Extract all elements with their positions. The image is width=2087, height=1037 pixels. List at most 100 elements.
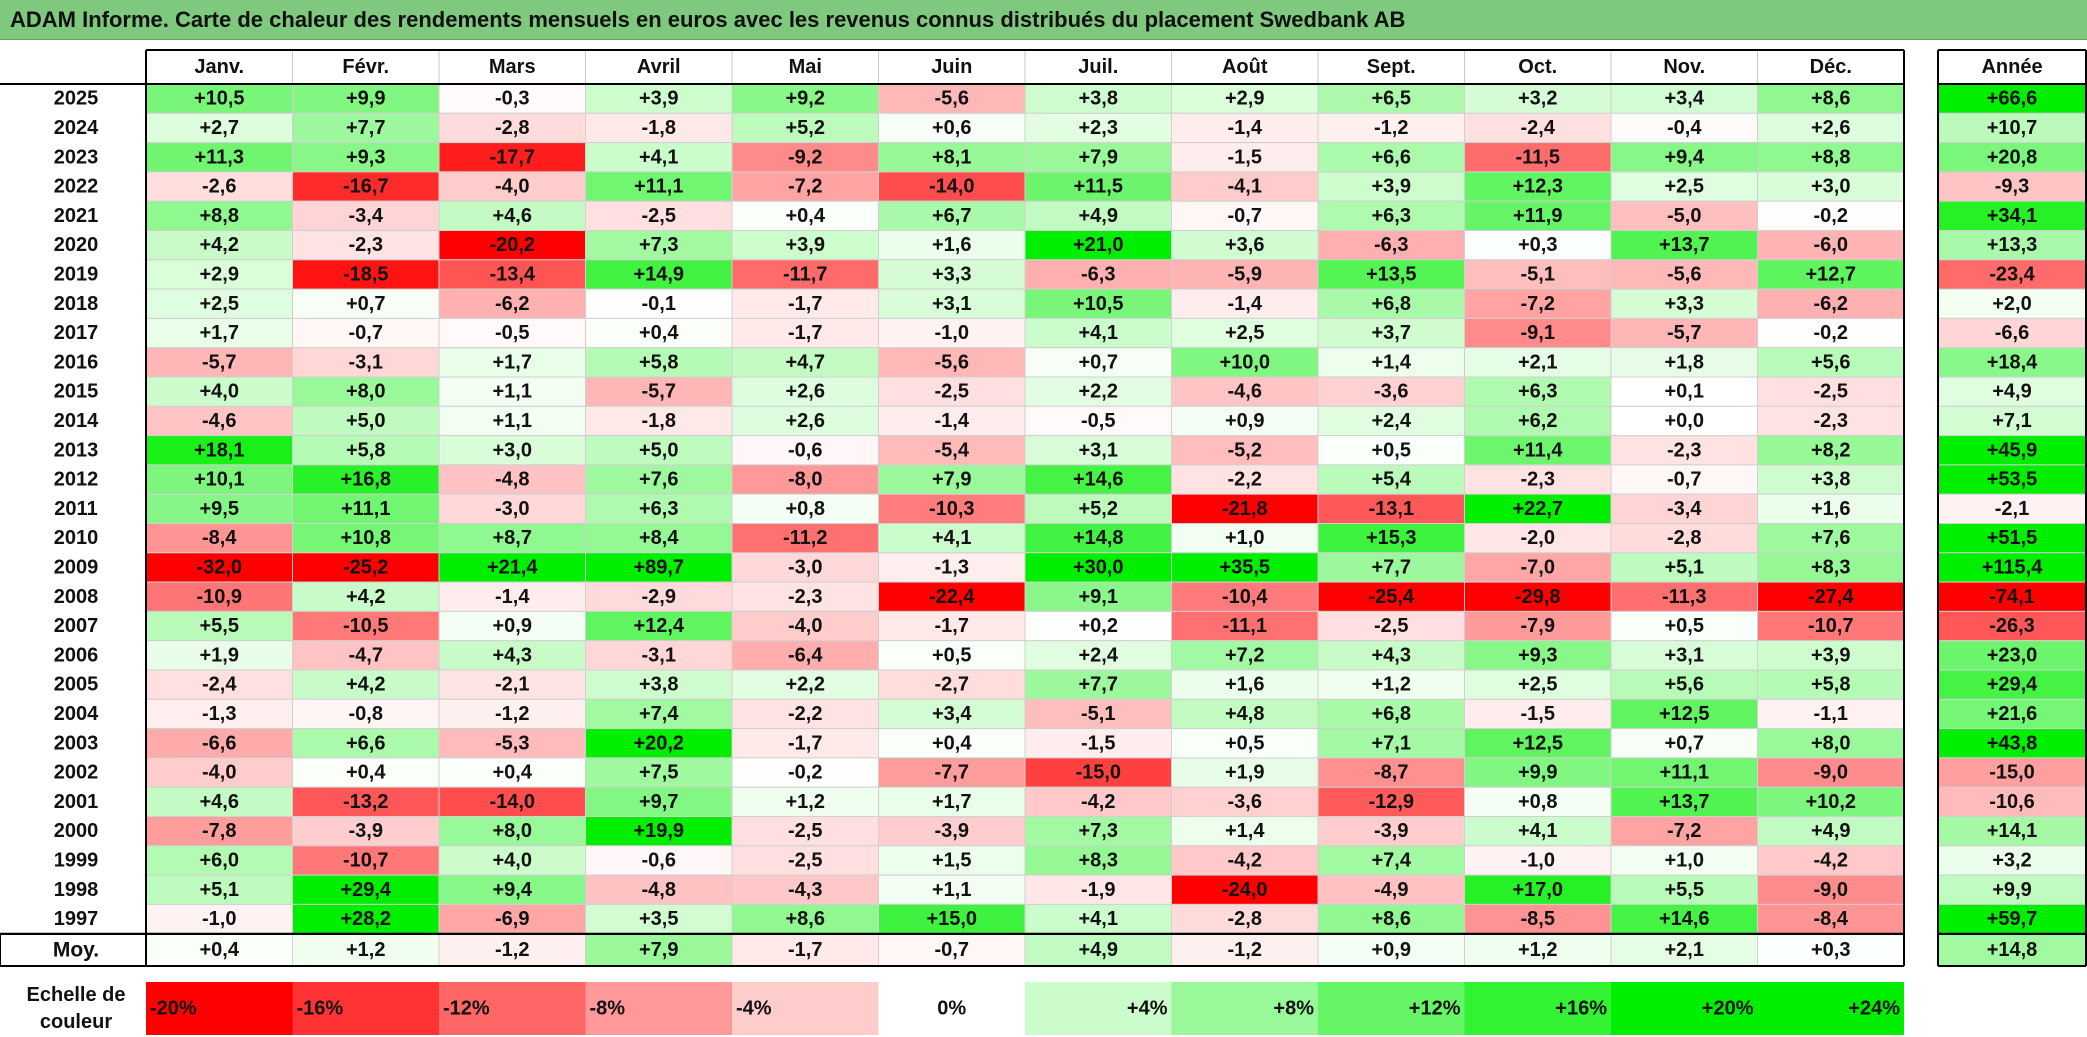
heatmap-cell bbox=[292, 552, 440, 583]
cell-value: +0,9 bbox=[493, 615, 532, 637]
heatmap-cell bbox=[145, 376, 293, 407]
cell-value: +6,3 bbox=[1372, 205, 1411, 227]
cell-value: -2,3 bbox=[1667, 439, 1701, 461]
heatmap-cell bbox=[878, 317, 1026, 349]
year-value: -23,4 bbox=[1989, 263, 2035, 285]
cell-value: -17,7 bbox=[489, 146, 535, 168]
heatmap-cell bbox=[1610, 669, 1758, 700]
cell-value: -5,6 bbox=[935, 351, 969, 373]
cell-value: -14,0 bbox=[489, 791, 535, 813]
average-cell bbox=[145, 933, 293, 967]
cell-value: +2,4 bbox=[1372, 410, 1412, 432]
row-label-2017: 2017 bbox=[54, 322, 99, 344]
average-cell bbox=[1757, 933, 1905, 967]
heatmap-cell bbox=[438, 112, 586, 144]
cell-value: -12,9 bbox=[1368, 791, 1414, 813]
cell-value: -4,0 bbox=[788, 615, 822, 637]
heatmap-cell bbox=[1024, 347, 1172, 378]
cell-value: +0,2 bbox=[1079, 615, 1118, 637]
year-value: +23,0 bbox=[1987, 644, 2038, 666]
average-value: +0,3 bbox=[1811, 939, 1850, 961]
row-label-2011: 2011 bbox=[54, 498, 97, 520]
cell-value: -2,4 bbox=[1521, 117, 1556, 139]
year-value: +51,5 bbox=[1987, 527, 2038, 549]
cell-value: -4,2 bbox=[1081, 791, 1115, 813]
heatmap-cell bbox=[1464, 435, 1612, 466]
cell-value: +1,1 bbox=[493, 410, 532, 432]
cell-value: -6,4 bbox=[788, 644, 823, 666]
heatmap-cell bbox=[878, 376, 1026, 407]
cell-value: -2,5 bbox=[788, 820, 822, 842]
cell-value: +10,1 bbox=[194, 469, 245, 491]
cell-value: -4,6 bbox=[1228, 381, 1262, 403]
row-label-2013: 2013 bbox=[54, 439, 99, 461]
column-header-2: Févr. bbox=[342, 56, 389, 78]
cell-value: -2,5 bbox=[1374, 615, 1408, 637]
heatmap-cell bbox=[438, 757, 586, 788]
heatmap-cell bbox=[1610, 845, 1758, 876]
cell-value: -7,8 bbox=[202, 820, 236, 842]
heatmap-cell bbox=[585, 376, 733, 407]
heatmap-cell bbox=[1610, 288, 1758, 319]
cell-value: +89,7 bbox=[633, 556, 684, 578]
year-value: +9,9 bbox=[1992, 879, 2031, 901]
heatmap-cell bbox=[585, 171, 733, 202]
year-value: +45,9 bbox=[1987, 439, 2038, 461]
cell-value: -7,7 bbox=[935, 762, 969, 784]
heatmap-cell bbox=[1610, 640, 1758, 671]
cell-value: -1,7 bbox=[935, 615, 969, 637]
scale-label: -8% bbox=[590, 998, 626, 1020]
cell-value: +0,3 bbox=[1518, 234, 1557, 256]
cell-value: -7,0 bbox=[1521, 556, 1555, 578]
cell-value: +13,5 bbox=[1366, 263, 1417, 285]
scale-label: +24% bbox=[1848, 998, 1900, 1020]
cell-value: +8,4 bbox=[639, 527, 679, 549]
cell-value: -10,7 bbox=[343, 849, 389, 871]
cell-value: -0,6 bbox=[788, 439, 822, 461]
cell-value: +3,0 bbox=[493, 439, 532, 461]
cell-value: +0,6 bbox=[932, 117, 971, 139]
year-value: -10,6 bbox=[1989, 791, 2035, 813]
cell-value: +9,9 bbox=[346, 88, 385, 110]
heatmap-cell bbox=[292, 728, 440, 759]
average-cell bbox=[438, 933, 586, 967]
heatmap-cell bbox=[1464, 464, 1612, 495]
cell-value: +0,4 bbox=[786, 205, 826, 227]
heatmap-cell bbox=[145, 786, 293, 818]
cell-value: -1,8 bbox=[642, 410, 676, 432]
cell-value: +7,5 bbox=[639, 762, 678, 784]
cell-value: -0,1 bbox=[642, 293, 676, 315]
cell-value: -18,5 bbox=[343, 263, 389, 285]
cell-value: +0,7 bbox=[1665, 732, 1704, 754]
cell-value: +35,5 bbox=[1219, 556, 1270, 578]
cell-value: -3,9 bbox=[935, 820, 969, 842]
cell-value: +4,6 bbox=[200, 791, 239, 813]
heatmap-cell bbox=[1464, 698, 1612, 730]
scale-swatch bbox=[585, 982, 732, 1035]
cell-value: +2,2 bbox=[786, 674, 825, 696]
row-label-2010: 2010 bbox=[54, 527, 99, 549]
heatmap-cell bbox=[731, 523, 879, 554]
cell-value: +1,7 bbox=[200, 322, 239, 344]
year-value: +59,7 bbox=[1987, 908, 2038, 930]
chart-title: ADAM Informe. Carte de chaleur des rende… bbox=[0, 0, 2087, 40]
cell-value: -4,0 bbox=[202, 762, 236, 784]
cell-value: -6,2 bbox=[495, 293, 529, 315]
cell-value: +4,3 bbox=[1372, 644, 1411, 666]
heatmap-cell bbox=[878, 786, 1026, 818]
heatmap-cell bbox=[438, 230, 586, 261]
cell-value: +16,8 bbox=[340, 469, 391, 491]
cell-value: -11,3 bbox=[1662, 586, 1706, 608]
column-header-cell bbox=[731, 49, 879, 85]
heatmap-cell bbox=[438, 200, 586, 231]
cell-value: -1,7 bbox=[788, 293, 822, 315]
cell-value: +8,8 bbox=[1811, 146, 1850, 168]
year-value: +34,1 bbox=[1987, 205, 2038, 227]
heatmap-cell bbox=[292, 581, 440, 612]
heatmap-cell bbox=[1757, 288, 1905, 319]
row-label-2000: 2000 bbox=[54, 820, 99, 842]
heatmap-cell bbox=[292, 435, 440, 466]
cell-value: +9,4 bbox=[493, 879, 533, 901]
heatmap-cell bbox=[731, 757, 879, 788]
